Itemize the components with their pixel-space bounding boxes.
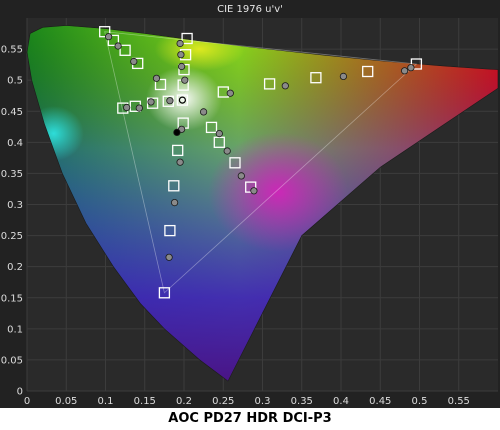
target-square-marker xyxy=(172,144,184,157)
measured-circle-marker xyxy=(130,57,138,66)
target-square-marker xyxy=(146,97,159,109)
y-tick-label: 0.15 xyxy=(1,293,23,304)
measured-circle-marker xyxy=(339,72,347,81)
x-tick-label: 0.1 xyxy=(98,396,114,407)
x-tick-label: 0.15 xyxy=(134,396,156,407)
target-square-marker xyxy=(99,26,111,38)
target-square-marker xyxy=(310,72,322,84)
y-tick-label: 0.1 xyxy=(7,324,23,335)
target-square-marker xyxy=(168,180,180,192)
y-tick-label: 0.5 xyxy=(7,76,23,87)
measured-circle-marker xyxy=(200,108,208,116)
measured-circle-marker xyxy=(147,98,155,106)
target-square-marker xyxy=(362,65,374,78)
gamut-triangle-outline xyxy=(104,31,418,294)
y-tick-label: 0.45 xyxy=(1,107,23,118)
target-square-marker xyxy=(119,44,131,56)
measured-circle-marker xyxy=(135,104,143,112)
x-tick-label: 0 xyxy=(24,396,30,407)
target-square-marker xyxy=(229,157,241,169)
measured-circle-marker xyxy=(176,39,184,48)
x-tick-label: 0.25 xyxy=(212,396,234,407)
measured-circle-marker xyxy=(226,89,234,97)
target-square-marker xyxy=(205,121,218,134)
y-tick-label: 0.4 xyxy=(7,138,23,149)
measured-circle-marker xyxy=(400,67,409,75)
y-tick-label: 0.05 xyxy=(1,355,23,366)
y-tick-label: 0.25 xyxy=(1,231,23,242)
measured-circle-marker xyxy=(152,74,161,82)
measured-circle-marker xyxy=(178,62,186,71)
target-square-marker xyxy=(154,78,167,91)
target-square-marker xyxy=(181,32,193,45)
measured-circle-marker xyxy=(123,103,131,112)
tick-labels: 0 0.05 0.1 0.15 0.2 0.25 0.3 0.35 0.4 0.45 0.5 0.55… xyxy=(1,45,470,407)
measured-circle-marker xyxy=(171,199,179,207)
chart-caption: AOC PD27 HDR DCI-P3 xyxy=(0,408,500,430)
x-tick-label: 0.2 xyxy=(176,396,192,407)
measured-circle-marker xyxy=(105,33,113,41)
measured-circle-marker xyxy=(165,253,173,261)
x-tick-label: 0.55 xyxy=(448,396,470,407)
x-tick-label: 0.35 xyxy=(291,396,313,407)
measured-circle-marker xyxy=(114,42,122,50)
target-square-marker xyxy=(107,34,120,47)
x-tick-label: 0.3 xyxy=(255,396,271,407)
y-tick-label: 0.2 xyxy=(7,262,23,273)
x-tick-label: 0.4 xyxy=(333,396,349,407)
measurement-points xyxy=(99,26,423,299)
measured-circle-marker xyxy=(173,128,181,136)
chart-title: CIE 1976 u'v' xyxy=(217,4,283,15)
y-tick-label: 0.35 xyxy=(1,169,23,180)
target-square-marker xyxy=(158,287,171,299)
target-square-marker xyxy=(410,58,423,70)
measured-circle-marker xyxy=(181,76,189,84)
measured-circle-marker xyxy=(407,64,415,72)
target-square-marker xyxy=(263,78,276,90)
measured-circle-marker xyxy=(176,158,184,166)
measured-circle-marker xyxy=(177,51,185,59)
x-tick-label: 0.05 xyxy=(55,396,77,407)
target-square-marker xyxy=(176,94,189,106)
gamut-triangle xyxy=(104,31,418,294)
target-square-marker xyxy=(213,136,225,148)
measured-circle-marker xyxy=(223,147,231,155)
x-tick-label: 0.45 xyxy=(369,396,391,407)
target-square-marker xyxy=(164,224,176,237)
x-tick-label: 0.5 xyxy=(412,396,428,407)
measured-circle-marker xyxy=(250,187,258,195)
white-point-marker xyxy=(178,96,186,104)
y-tick-label: 0.3 xyxy=(7,200,23,211)
measured-circle-marker xyxy=(281,82,289,90)
measured-circle-marker xyxy=(215,130,223,138)
measured-circle-marker xyxy=(237,172,245,180)
y-tick-label: 0.55 xyxy=(1,45,23,56)
measured-circle-marker xyxy=(166,97,174,105)
y-tick-label: 0 xyxy=(17,387,23,398)
